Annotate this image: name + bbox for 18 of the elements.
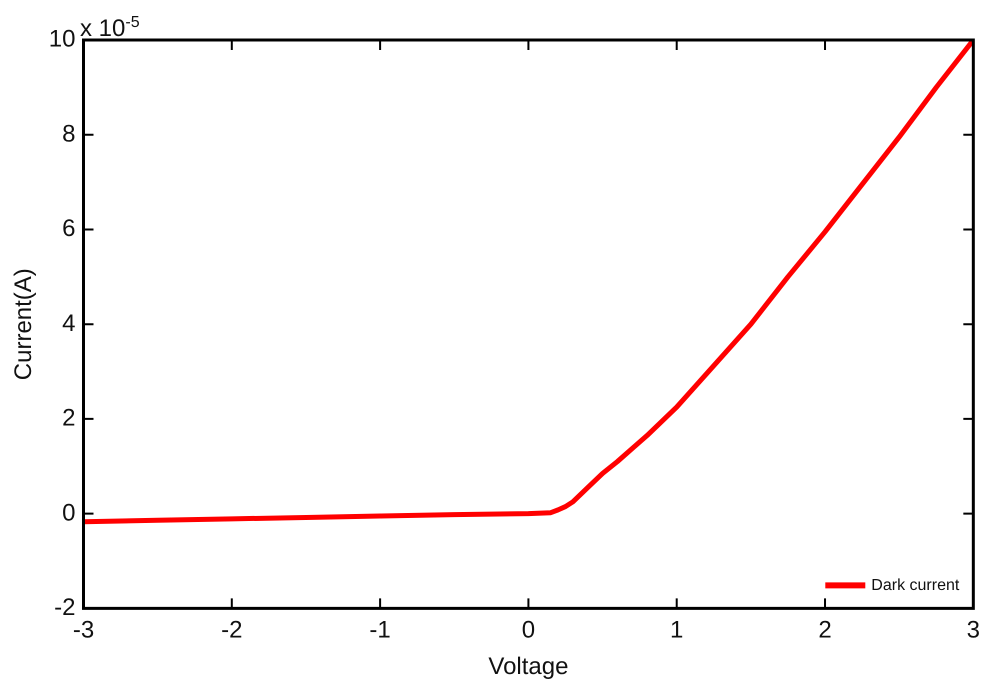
x-axis-title: Voltage xyxy=(488,653,568,680)
x-tick-label: 3 xyxy=(966,616,980,644)
y-tick-label: 6 xyxy=(62,215,76,242)
y-tick-label: -2 xyxy=(54,594,76,622)
y-tick-label: 2 xyxy=(62,404,76,432)
y-tick-label: 8 xyxy=(62,120,76,148)
x-tick-label: 1 xyxy=(670,616,684,644)
x-tick-label: 2 xyxy=(818,616,832,644)
x-tick-label: -3 xyxy=(72,616,94,644)
annotation: x 10$^{-5}$ xyxy=(80,14,140,43)
y-tick-label: 0 xyxy=(62,499,76,526)
x-tick-label: -2 xyxy=(221,616,242,644)
y-tick-label: 4 xyxy=(62,310,76,337)
y-tick-label: 10 xyxy=(48,26,76,53)
legend-label: Dark current xyxy=(871,576,960,594)
x-tick-label: -1 xyxy=(369,616,391,644)
x-tick-label: 0 xyxy=(522,616,536,644)
y-axis-title: Current(A) xyxy=(10,268,38,380)
